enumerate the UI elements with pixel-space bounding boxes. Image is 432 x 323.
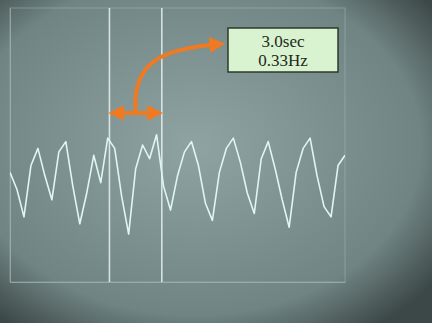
span-arrow — [111, 111, 159, 115]
x-axis — [11, 282, 346, 283]
plot-frame — [10, 8, 345, 282]
annotation-box — [228, 28, 338, 72]
annotation-text: 3.0sec — [262, 32, 305, 51]
axis-line — [11, 282, 346, 283]
plot-area — [10, 8, 345, 282]
axis-line — [10, 9, 11, 283]
cursor-line — [161, 8, 163, 282]
waveform — [10, 135, 345, 234]
chart: 3.0sec0.33Hz — [0, 0, 432, 323]
callout-arrow — [135, 44, 222, 111]
cursor-line — [109, 8, 111, 282]
y-axis — [10, 9, 11, 283]
screen — [0, 0, 432, 323]
annotation-text: 0.33Hz — [258, 51, 308, 70]
